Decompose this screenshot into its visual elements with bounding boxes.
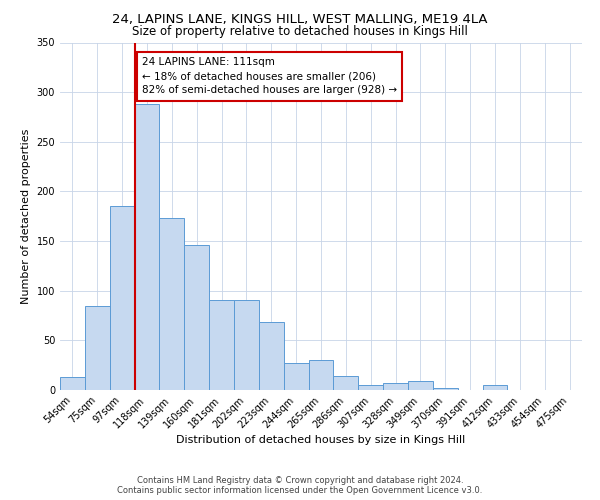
Text: Contains HM Land Registry data © Crown copyright and database right 2024.: Contains HM Land Registry data © Crown c… <box>137 476 463 485</box>
Text: Contains public sector information licensed under the Open Government Licence v3: Contains public sector information licen… <box>118 486 482 495</box>
Bar <box>334 376 358 390</box>
Bar <box>259 322 284 390</box>
Bar <box>85 306 110 390</box>
Bar <box>234 300 259 390</box>
Text: 24 LAPINS LANE: 111sqm
← 18% of detached houses are smaller (206)
82% of semi-de: 24 LAPINS LANE: 111sqm ← 18% of detached… <box>142 58 397 96</box>
X-axis label: Distribution of detached houses by size in Kings Hill: Distribution of detached houses by size … <box>176 436 466 446</box>
Bar <box>209 300 234 390</box>
Text: Size of property relative to detached houses in Kings Hill: Size of property relative to detached ho… <box>132 25 468 38</box>
Bar <box>383 383 408 390</box>
Bar <box>482 385 508 390</box>
Y-axis label: Number of detached properties: Number of detached properties <box>21 128 31 304</box>
Bar <box>160 218 184 390</box>
Bar <box>134 104 160 390</box>
Bar <box>184 245 209 390</box>
Bar <box>110 206 134 390</box>
Bar <box>308 360 334 390</box>
Bar <box>60 377 85 390</box>
Bar <box>408 381 433 390</box>
Text: 24, LAPINS LANE, KINGS HILL, WEST MALLING, ME19 4LA: 24, LAPINS LANE, KINGS HILL, WEST MALLIN… <box>112 12 488 26</box>
Bar <box>358 385 383 390</box>
Bar <box>284 363 308 390</box>
Bar <box>433 388 458 390</box>
